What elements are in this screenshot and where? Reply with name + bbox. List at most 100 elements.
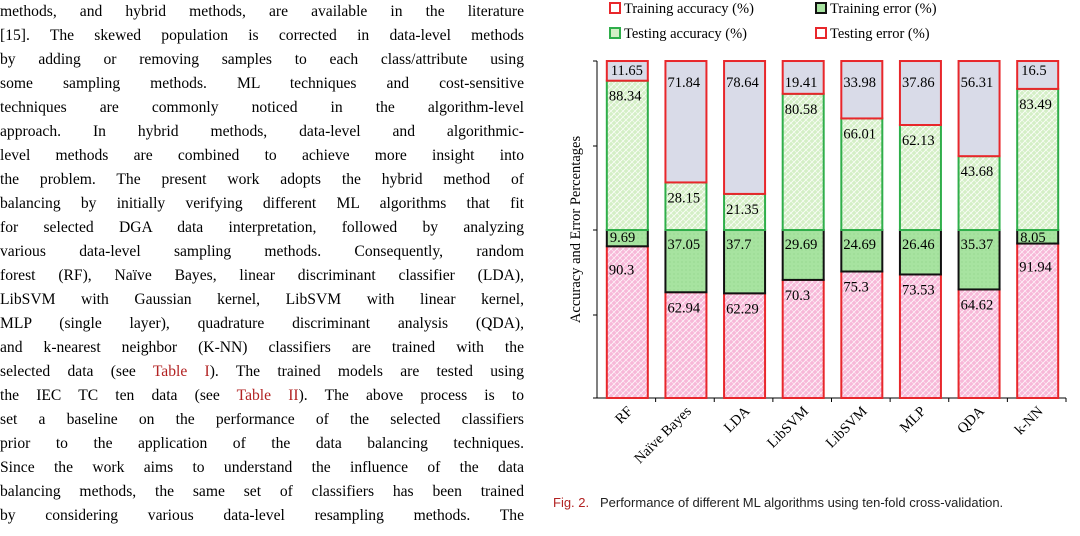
bar-testing-accuracy <box>781 92 825 232</box>
bar-training-error <box>957 229 1001 291</box>
bar-training-accuracy <box>840 270 884 399</box>
data-label-testing-error: 33.98 <box>843 75 876 91</box>
data-label-testing-error: 78.64 <box>726 75 759 91</box>
x-tick-label: MLP <box>897 404 929 436</box>
data-label-testing-accuracy: 66.01 <box>843 126 876 142</box>
bar-training-accuracy <box>664 291 708 399</box>
data-label-testing-accuracy: 80.58 <box>785 102 818 118</box>
data-label-training-accuracy: 70.3 <box>785 288 810 304</box>
body-text-line: techniques are commonly noticed in the a… <box>0 99 524 116</box>
x-tick-label: LibSVM <box>764 403 812 451</box>
body-text-line: by considering various data-level resamp… <box>0 507 524 524</box>
x-tick-label: k-NN <box>1012 403 1047 438</box>
bar-testing-error <box>723 60 767 195</box>
body-text-line: methods, and hybrid methods, are availab… <box>0 3 524 20</box>
data-label-training-error: 35.37 <box>961 237 994 253</box>
figure-caption-text: Performance of different ML algorithms u… <box>599 495 1004 510</box>
data-label-testing-accuracy: 83.49 <box>1019 97 1052 113</box>
data-label-testing-error: 71.84 <box>667 75 700 91</box>
body-text-line: Since the work aims to understand the in… <box>0 459 524 476</box>
data-label-training-error: 8.05 <box>1020 230 1045 246</box>
legend-label: Training error (%) <box>830 1 937 17</box>
data-label-testing-accuracy: 88.34 <box>609 89 642 105</box>
data-label-training-accuracy: 64.62 <box>961 297 994 313</box>
bar-testing-accuracy <box>664 181 708 231</box>
bar-training-accuracy <box>957 288 1001 399</box>
legend-swatch <box>815 27 827 39</box>
data-label-training-error: 29.69 <box>785 237 818 253</box>
data-label-training-accuracy: 90.3 <box>609 262 634 278</box>
body-text-line: forest (RF), Naïve Bayes, linear discrim… <box>0 267 524 284</box>
body-text-line: the problem. The present work adopts the… <box>0 171 524 188</box>
legend-label: Training accuracy (%) <box>624 1 754 17</box>
legend-label: Testing error (%) <box>830 26 930 42</box>
table-reference-link[interactable]: Table II <box>236 387 299 404</box>
data-label-training-error: 37.7 <box>726 237 751 253</box>
bar-testing-error <box>957 60 1001 158</box>
data-label-training-accuracy: 75.3 <box>843 279 868 295</box>
legend-swatch <box>609 27 621 39</box>
body-text-line: prior to the application of the data bal… <box>0 435 524 452</box>
data-label-training-error: 24.69 <box>843 237 876 253</box>
legend-swatch <box>609 2 621 14</box>
bar-testing-error <box>605 60 649 82</box>
bar-testing-accuracy <box>840 117 884 231</box>
x-tick-label: Naïve Bayes <box>631 403 695 467</box>
data-label-training-accuracy: 62.94 <box>667 300 700 316</box>
body-text-line: by adding or removing samples to each cl… <box>0 51 524 68</box>
bar-training-accuracy <box>605 245 649 399</box>
bar-training-error <box>723 229 767 295</box>
body-text-line: balancing by initially verifying differe… <box>0 195 524 212</box>
body-text-line: and k-nearest neighbor (K-NN) classifier… <box>0 339 524 356</box>
bar-training-error <box>664 229 708 294</box>
data-label-testing-error: 16.5 <box>1021 63 1046 79</box>
data-label-testing-error: 37.86 <box>902 75 935 91</box>
data-label-testing-error: 11.65 <box>611 63 643 79</box>
data-label-testing-error: 19.41 <box>785 75 818 91</box>
body-text-line: set a baseline on the performance of the… <box>0 411 524 428</box>
body-text-line: balancing methods, the same set of class… <box>0 483 524 500</box>
body-text-line: [15]. The skewed population is corrected… <box>0 27 524 44</box>
data-label-testing-accuracy: 28.15 <box>667 190 700 206</box>
body-text-line: approach. In hybrid methods, data-level … <box>0 123 524 140</box>
bar-testing-error <box>664 60 708 184</box>
data-label-testing-accuracy: 43.68 <box>961 164 994 180</box>
legend-label: Testing accuracy (%) <box>624 26 747 42</box>
plot-area: Accuracy and Error Percentages 90.3 9.69 88… <box>568 60 1067 467</box>
data-label-testing-accuracy: 21.35 <box>726 202 759 218</box>
body-text-column: methods, and hybrid methods, are availab… <box>0 0 528 536</box>
data-label-training-accuracy: 91.94 <box>1019 260 1052 276</box>
data-label-testing-error: 56.31 <box>961 75 994 91</box>
data-label-training-error: 9.69 <box>610 230 635 246</box>
bar-testing-error <box>1016 60 1060 90</box>
x-tick-label: QDA <box>954 403 988 437</box>
bar-testing-error <box>781 60 825 95</box>
body-text-line: for selected DGA data interpretation, fo… <box>0 219 524 236</box>
body-text-line: the IEC TC ten data (see Table II). The … <box>0 387 524 404</box>
bar-testing-error <box>840 60 884 120</box>
table-reference-link[interactable]: Table I <box>152 363 210 380</box>
bar-testing-accuracy <box>1016 87 1060 231</box>
x-tick-label: LibSVM <box>823 403 871 451</box>
body-text-line: selected data (see Table I). The trained… <box>0 363 524 380</box>
data-label-testing-accuracy: 62.13 <box>902 133 935 149</box>
legend-swatch <box>815 2 827 14</box>
bar-training-error <box>781 229 825 281</box>
data-label-training-error: 37.05 <box>667 237 700 253</box>
y-axis-label: Accuracy and Error Percentages <box>568 136 584 324</box>
performance-chart: Training accuracy (%) Training error (%) T… <box>568 1 1067 467</box>
figure-caption: Fig. 2. Performance of different ML algo… <box>553 494 1073 511</box>
bar-training-accuracy <box>898 273 942 400</box>
chart-legend: Training accuracy (%) Training error (%) T… <box>609 1 937 42</box>
figure-label: Fig. 2. <box>553 495 590 510</box>
body-text-line: various data-level sampling methods. Con… <box>0 243 524 260</box>
data-label-training-error: 26.46 <box>902 237 935 253</box>
bar-training-accuracy <box>1016 242 1060 399</box>
body-text-line: MLP (single layer), quadrature discrimin… <box>0 315 524 332</box>
bar-testing-error <box>898 60 942 127</box>
x-tick-label: LDA <box>721 403 754 436</box>
data-label-training-accuracy: 73.53 <box>902 282 935 298</box>
data-label-training-accuracy: 62.29 <box>726 301 759 317</box>
body-text-line: some sampling methods. ML techniques and… <box>0 75 524 92</box>
x-tick-label: RF <box>612 404 636 428</box>
